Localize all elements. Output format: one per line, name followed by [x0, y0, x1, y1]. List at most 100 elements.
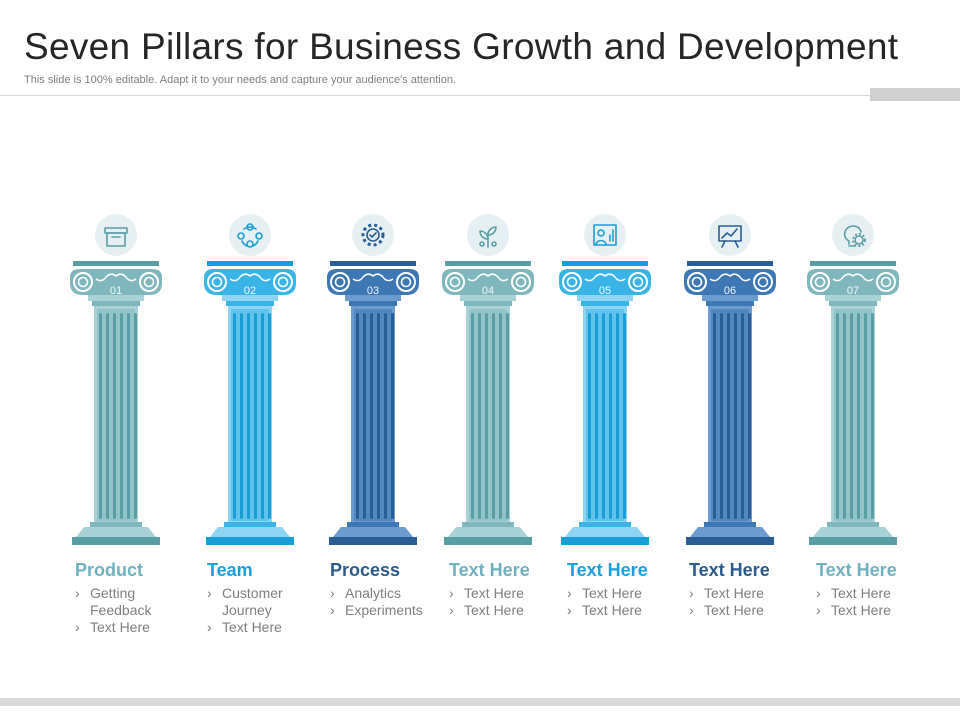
pillar-flute: [113, 313, 116, 519]
pillar-flute: [836, 313, 839, 519]
pillar-flute: [384, 313, 387, 519]
pillar-number: 03: [366, 285, 380, 297]
slide-subtitle: This slide is 100% editable. Adapt it to…: [24, 74, 456, 86]
footer-bar: [0, 698, 960, 706]
pillar-flute: [391, 313, 394, 519]
pillar-flute: [741, 313, 744, 519]
pillar-flute: [106, 313, 109, 519]
pillar-bullet-item: Text Here: [449, 602, 579, 619]
pillar-flute: [363, 313, 366, 519]
pillar-04: 04: [438, 213, 538, 548]
pillar-flute: [727, 313, 730, 519]
pillar-bullet-item: Text Here: [816, 602, 946, 619]
pillar-title: Process: [330, 560, 401, 580]
pillar-flute: [134, 313, 137, 519]
pillar-flute: [748, 313, 751, 519]
pillar-flute: [120, 313, 123, 519]
pillar-flute: [864, 313, 867, 519]
idea-bulb-gear-icon: [832, 214, 874, 256]
pillar-flute: [843, 313, 846, 519]
header-divider: [0, 95, 870, 96]
pillar-number: 01: [109, 285, 123, 297]
pillar-07: 07: [803, 213, 903, 548]
pillar-flute: [734, 313, 737, 519]
package-box-icon: [95, 214, 137, 256]
slide-title: Seven Pillars for Business Growth and De…: [24, 26, 899, 67]
pillar-flute: [616, 313, 619, 519]
pillar-caption-03: Process AnalyticsExperiments: [330, 560, 460, 619]
pillar-flute: [99, 313, 102, 519]
growth-plant-icon: [467, 214, 509, 256]
pillar-bullet-item: Getting Feedback: [75, 585, 180, 619]
pillar-caption-01: Product Getting FeedbackText Here: [75, 560, 205, 636]
pillar-title: Text Here: [816, 560, 897, 580]
pillar-flute: [471, 313, 474, 519]
pillar-flute: [127, 313, 130, 519]
analyst-chart-icon: [584, 214, 626, 256]
pillar-flute: [850, 313, 853, 519]
presentation-board-icon: [709, 214, 751, 256]
pillar-flute: [602, 313, 605, 519]
pillar-flute: [499, 313, 502, 519]
pillar-bullets: Getting FeedbackText Here: [75, 585, 205, 636]
pillar-flute: [485, 313, 488, 519]
pillar-flute: [506, 313, 509, 519]
pillar-bullet-item: Text Here: [689, 585, 819, 602]
pillar-bullet-item: Text Here: [207, 619, 312, 636]
pillar-number: 04: [481, 285, 495, 297]
pillar-flute: [254, 313, 257, 519]
pillar-flute: [247, 313, 250, 519]
pillar-flute: [370, 313, 373, 519]
pillar-flute: [492, 313, 495, 519]
pillar-bullet-item: Customer Journey: [207, 585, 312, 619]
pillar-flute: [609, 313, 612, 519]
pillar-bullet-item: Analytics: [330, 585, 460, 602]
pillar-bullets: AnalyticsExperiments: [330, 585, 460, 619]
pillar-05: 05: [555, 213, 655, 548]
pillar-flute: [623, 313, 626, 519]
pillar-bullet-item: Text Here: [689, 602, 819, 619]
pillar-bullet-item: Text Here: [567, 585, 697, 602]
pillar-title: Product: [75, 560, 144, 580]
pillar-flute: [268, 313, 271, 519]
pillar-caption-02: Team Customer JourneyText Here: [207, 560, 337, 636]
pillar-bullets: Customer JourneyText Here: [207, 585, 337, 636]
pillar-02: 02: [200, 213, 300, 548]
pillar-title: Team: [207, 560, 253, 580]
pillar-flute: [720, 313, 723, 519]
pillar-flute: [377, 313, 380, 519]
pillar-flute: [713, 313, 716, 519]
pillar-number: 02: [243, 285, 257, 297]
pillar-title: Text Here: [567, 560, 648, 580]
pillar-bullet-item: Text Here: [816, 585, 946, 602]
pillar-bullet-item: Text Here: [449, 585, 579, 602]
pillar-number: 07: [846, 285, 860, 297]
process-gear-icon: [352, 214, 394, 256]
pillar-06: 06: [680, 213, 780, 548]
pillar-title: Text Here: [449, 560, 530, 580]
pillar-flute: [356, 313, 359, 519]
pillar-flute: [478, 313, 481, 519]
pillar-flute: [595, 313, 598, 519]
pillar-flute: [261, 313, 264, 519]
pillar-flute: [588, 313, 591, 519]
pillar-flute: [240, 313, 243, 519]
pillar-bullet-item: Experiments: [330, 602, 460, 619]
pillar-flute: [233, 313, 236, 519]
pillar-number: 05: [598, 285, 612, 297]
pillar-bullet-item: Text Here: [75, 619, 180, 636]
pillar-number: 06: [723, 285, 737, 297]
team-network-icon: [229, 214, 271, 256]
pillar-flute: [871, 313, 874, 519]
pillar-01: 01: [66, 213, 166, 548]
pillar-bullet-item: Text Here: [567, 602, 697, 619]
pillar-flute: [857, 313, 860, 519]
pillar-03: 03: [323, 213, 423, 548]
